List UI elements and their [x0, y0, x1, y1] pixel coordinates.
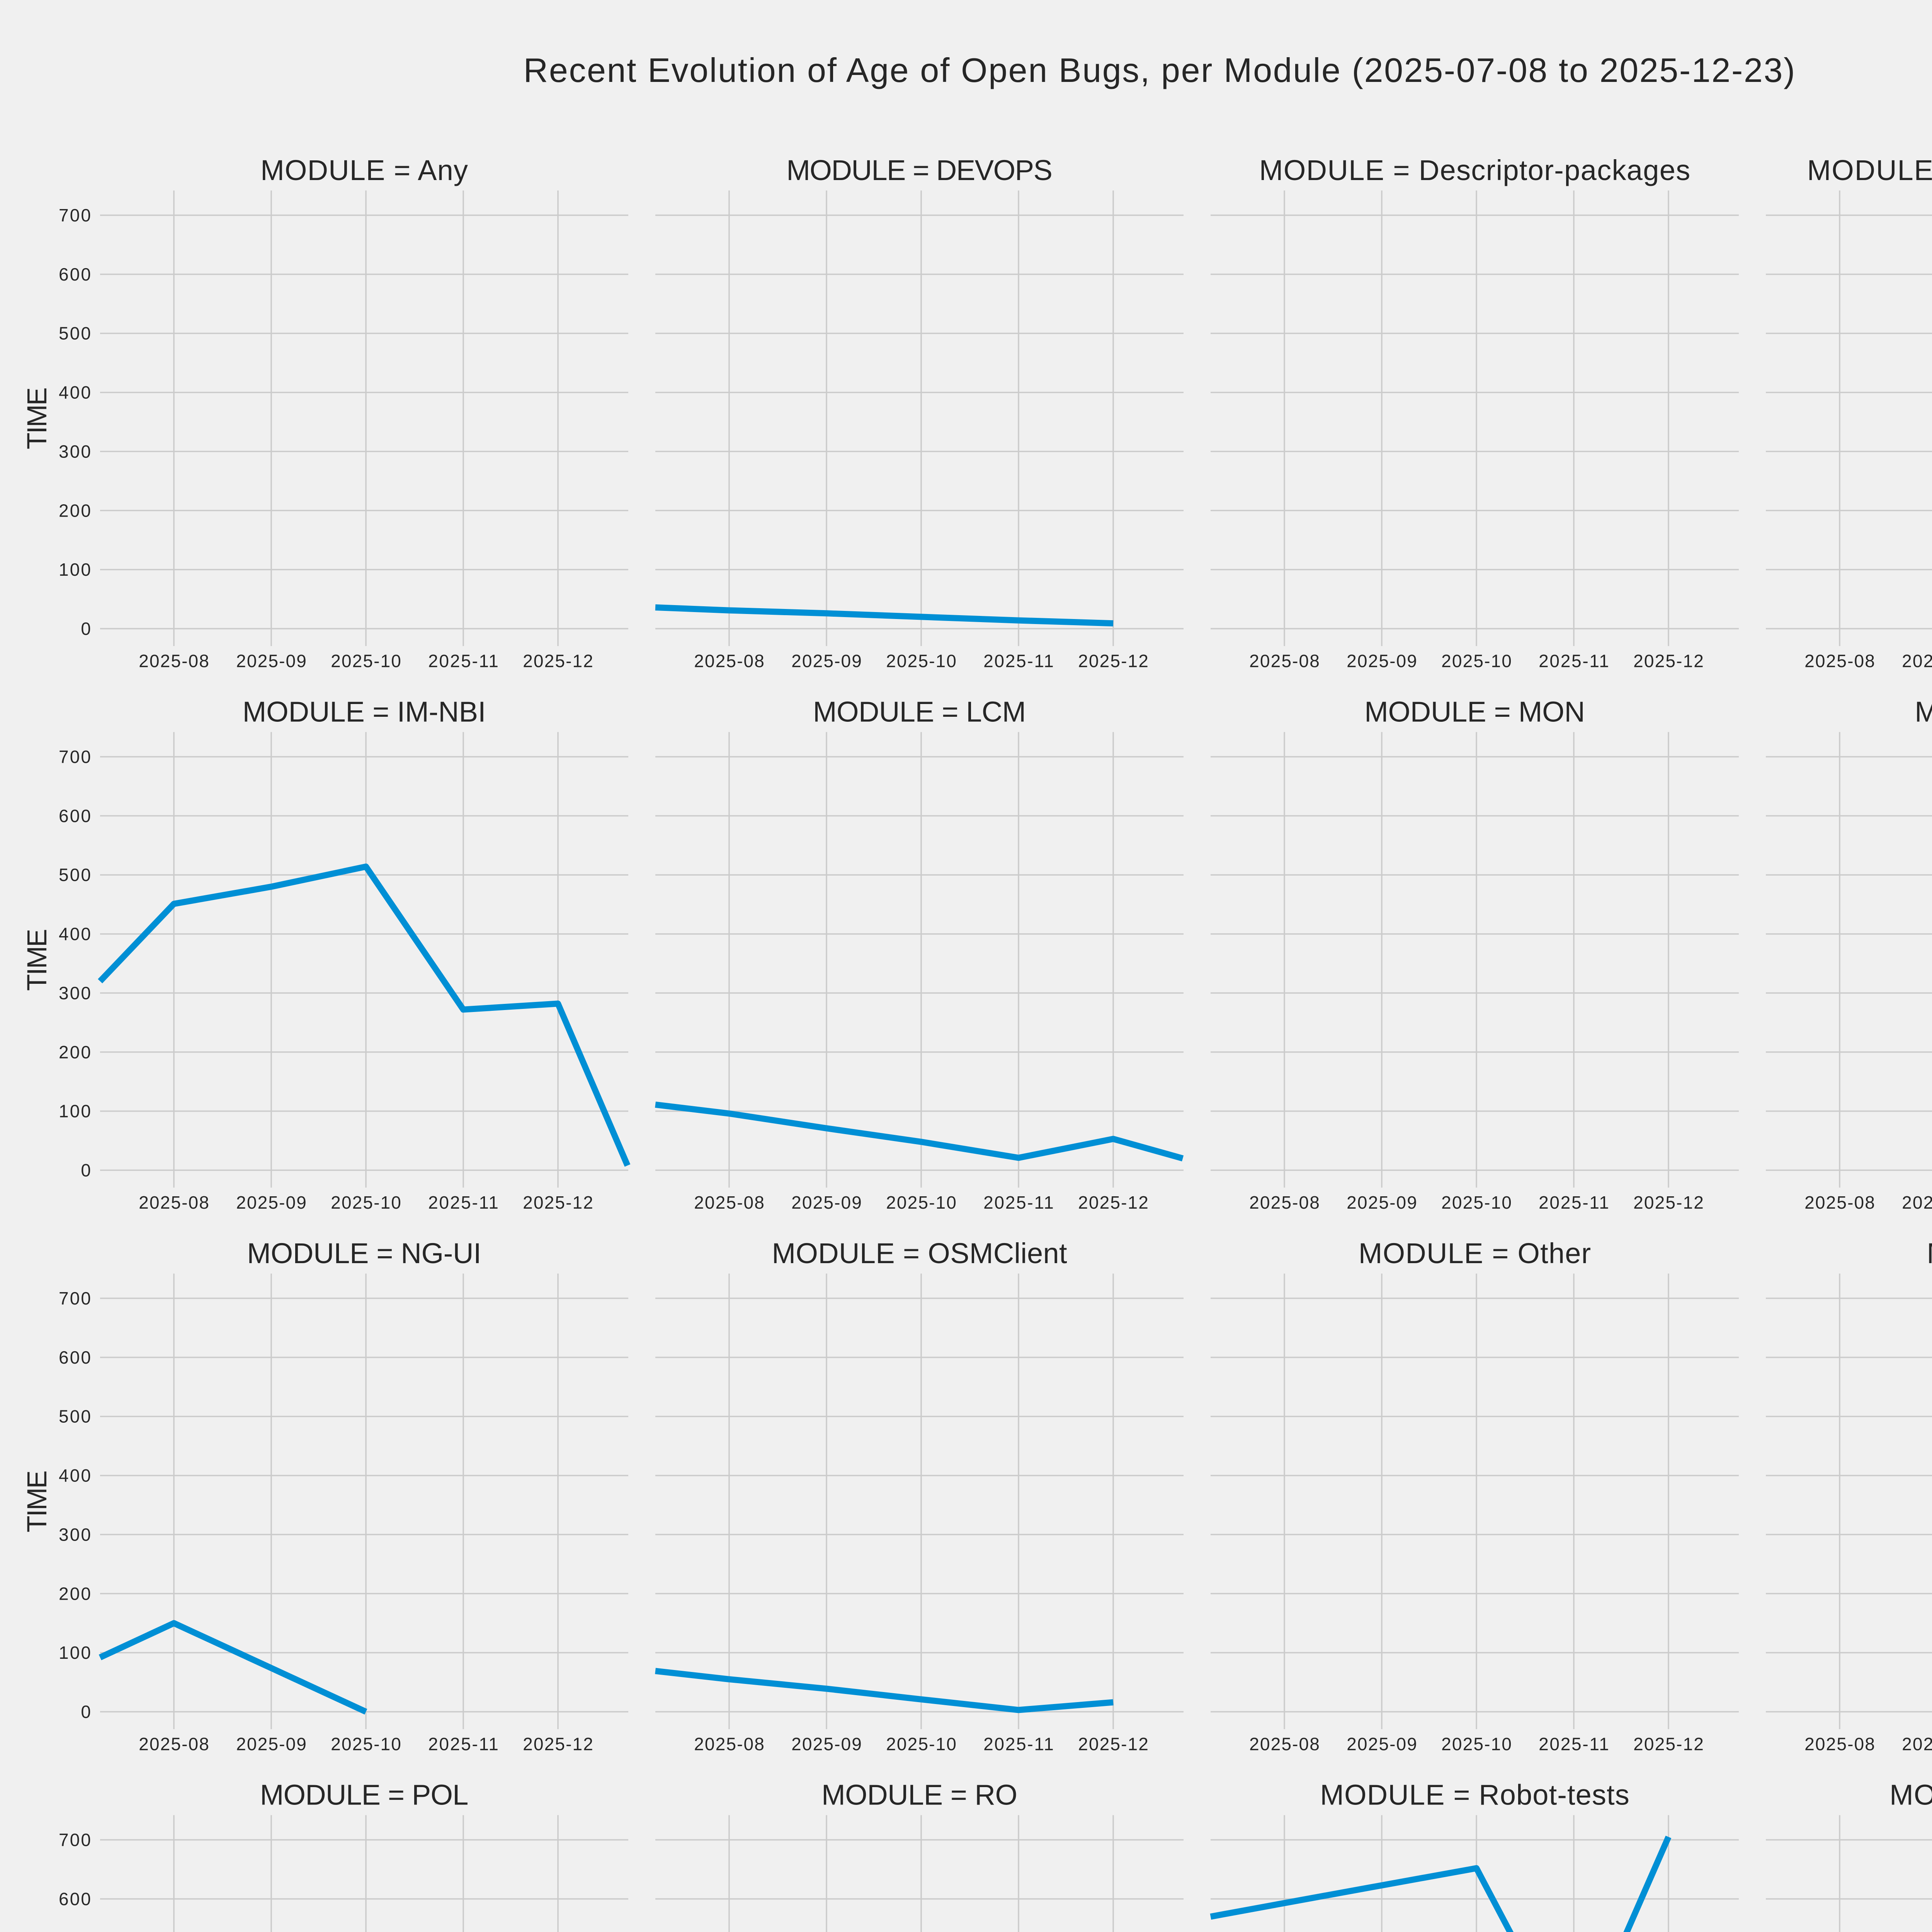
- svg-text:2025-09: 2025-09: [1902, 1734, 1932, 1754]
- svg-text:MODULE = Unknown: MODULE = Unknown: [1889, 1779, 1932, 1811]
- svg-text:MODULE = DEVOPS: MODULE = DEVOPS: [786, 154, 1053, 186]
- svg-text:2025-09: 2025-09: [1902, 651, 1932, 671]
- svg-text:300: 300: [59, 441, 91, 461]
- svg-text:700: 700: [59, 205, 91, 225]
- svg-text:2025-12: 2025-12: [523, 1192, 593, 1213]
- svg-text:2025-10: 2025-10: [886, 1734, 956, 1754]
- svg-text:2025-12: 2025-12: [1633, 651, 1704, 671]
- svg-text:200: 200: [59, 1042, 91, 1062]
- svg-text:700: 700: [59, 747, 91, 767]
- svg-text:2025-10: 2025-10: [331, 651, 401, 671]
- svg-text:2025-12: 2025-12: [523, 651, 593, 671]
- svg-text:2025-11: 2025-11: [1539, 1734, 1609, 1754]
- svg-text:2025-11: 2025-11: [428, 1192, 498, 1213]
- svg-text:2025-08: 2025-08: [1804, 1192, 1875, 1213]
- svg-text:700: 700: [59, 1288, 91, 1308]
- svg-text:MODULE = Documentation / Wiki: MODULE = Documentation / Wiki: [1807, 154, 1932, 186]
- svg-text:700: 700: [59, 1830, 91, 1850]
- svg-text:2025-12: 2025-12: [1633, 1734, 1704, 1754]
- svg-text:2025-11: 2025-11: [428, 1734, 498, 1754]
- svg-text:2025-08: 2025-08: [1249, 1734, 1320, 1754]
- svg-text:400: 400: [59, 1466, 91, 1486]
- svg-text:2025-12: 2025-12: [523, 1734, 593, 1754]
- svg-text:MODULE = Other: MODULE = Other: [1359, 1237, 1591, 1269]
- svg-text:400: 400: [59, 383, 91, 403]
- svg-text:Recent Evolution of Age of Ope: Recent Evolution of Age of Open Bugs, pe…: [524, 51, 1795, 89]
- svg-text:2025-09: 2025-09: [236, 1192, 306, 1213]
- svg-text:0: 0: [81, 1702, 91, 1722]
- svg-text:MODULE = PLA: MODULE = PLA: [1927, 1237, 1932, 1269]
- svg-text:2025-09: 2025-09: [791, 651, 862, 671]
- svg-text:600: 600: [59, 264, 91, 284]
- svg-text:300: 300: [59, 1524, 91, 1544]
- svg-text:2025-09: 2025-09: [1347, 1192, 1417, 1213]
- svg-text:2025-10: 2025-10: [1441, 651, 1512, 671]
- svg-text:2025-10: 2025-10: [886, 1192, 956, 1213]
- svg-text:0: 0: [81, 619, 91, 639]
- svg-text:2025-12: 2025-12: [1633, 1192, 1704, 1213]
- svg-text:2025-11: 2025-11: [1539, 1192, 1609, 1213]
- svg-text:TIME: TIME: [22, 1470, 53, 1532]
- svg-text:2025-11: 2025-11: [1539, 651, 1609, 671]
- svg-text:TIME: TIME: [22, 387, 53, 449]
- svg-text:2025-09: 2025-09: [236, 651, 306, 671]
- svg-text:2025-10: 2025-10: [331, 1734, 401, 1754]
- svg-text:100: 100: [59, 1643, 91, 1663]
- svg-text:400: 400: [59, 924, 91, 944]
- svg-text:2025-09: 2025-09: [1347, 1734, 1417, 1754]
- svg-text:2025-11: 2025-11: [983, 1192, 1054, 1213]
- svg-text:2025-08: 2025-08: [694, 1192, 764, 1213]
- svg-text:300: 300: [59, 983, 91, 1003]
- svg-text:100: 100: [59, 1101, 91, 1121]
- svg-text:MODULE = POL: MODULE = POL: [260, 1779, 469, 1811]
- svg-text:MODULE = IM-NBI: MODULE = IM-NBI: [243, 696, 486, 728]
- svg-text:2025-11: 2025-11: [428, 651, 498, 671]
- svg-text:2025-08: 2025-08: [1804, 1734, 1875, 1754]
- svg-text:2025-08: 2025-08: [139, 1192, 209, 1213]
- svg-text:600: 600: [59, 806, 91, 826]
- svg-text:2025-08: 2025-08: [694, 651, 764, 671]
- svg-text:200: 200: [59, 1583, 91, 1604]
- svg-text:MODULE = MON: MODULE = MON: [1364, 696, 1585, 728]
- svg-text:2025-09: 2025-09: [791, 1734, 862, 1754]
- svg-text:2025-11: 2025-11: [983, 1734, 1054, 1754]
- svg-text:MODULE = N2VC: MODULE = N2VC: [1915, 696, 1932, 728]
- svg-text:2025-10: 2025-10: [331, 1192, 401, 1213]
- svg-text:0: 0: [81, 1160, 91, 1180]
- svg-text:2025-08: 2025-08: [139, 1734, 209, 1754]
- svg-text:2025-09: 2025-09: [1347, 651, 1417, 671]
- svg-text:2025-11: 2025-11: [983, 651, 1054, 671]
- svg-text:2025-08: 2025-08: [139, 651, 209, 671]
- svg-text:2025-09: 2025-09: [791, 1192, 862, 1213]
- svg-text:2025-12: 2025-12: [1078, 1192, 1148, 1213]
- svg-text:2025-08: 2025-08: [1249, 651, 1320, 671]
- svg-text:600: 600: [59, 1347, 91, 1367]
- svg-text:2025-12: 2025-12: [1078, 1734, 1148, 1754]
- svg-text:2025-10: 2025-10: [1441, 1734, 1512, 1754]
- svg-text:2025-08: 2025-08: [1249, 1192, 1320, 1213]
- svg-text:500: 500: [59, 865, 91, 885]
- svg-text:MODULE = RO: MODULE = RO: [821, 1779, 1017, 1811]
- svg-text:2025-08: 2025-08: [694, 1734, 764, 1754]
- svg-text:MODULE = OSMClient: MODULE = OSMClient: [772, 1237, 1067, 1269]
- svg-text:500: 500: [59, 323, 91, 344]
- svg-text:2025-09: 2025-09: [236, 1734, 306, 1754]
- svg-text:MODULE = NG-UI: MODULE = NG-UI: [247, 1237, 481, 1269]
- svg-text:MODULE = Robot-tests: MODULE = Robot-tests: [1320, 1779, 1629, 1811]
- svg-text:2025-10: 2025-10: [886, 651, 956, 671]
- svg-text:100: 100: [59, 560, 91, 580]
- svg-text:2025-12: 2025-12: [1078, 651, 1148, 671]
- svg-text:200: 200: [59, 500, 91, 520]
- svg-text:MODULE = LCM: MODULE = LCM: [813, 696, 1026, 728]
- svg-text:2025-10: 2025-10: [1441, 1192, 1512, 1213]
- svg-text:2025-08: 2025-08: [1804, 651, 1875, 671]
- svg-text:MODULE = Descriptor-packages: MODULE = Descriptor-packages: [1259, 154, 1690, 186]
- svg-text:600: 600: [59, 1889, 91, 1909]
- svg-text:MODULE = Any: MODULE = Any: [260, 154, 468, 186]
- svg-text:500: 500: [59, 1406, 91, 1427]
- svg-text:TIME: TIME: [22, 929, 53, 991]
- svg-text:2025-09: 2025-09: [1902, 1192, 1932, 1213]
